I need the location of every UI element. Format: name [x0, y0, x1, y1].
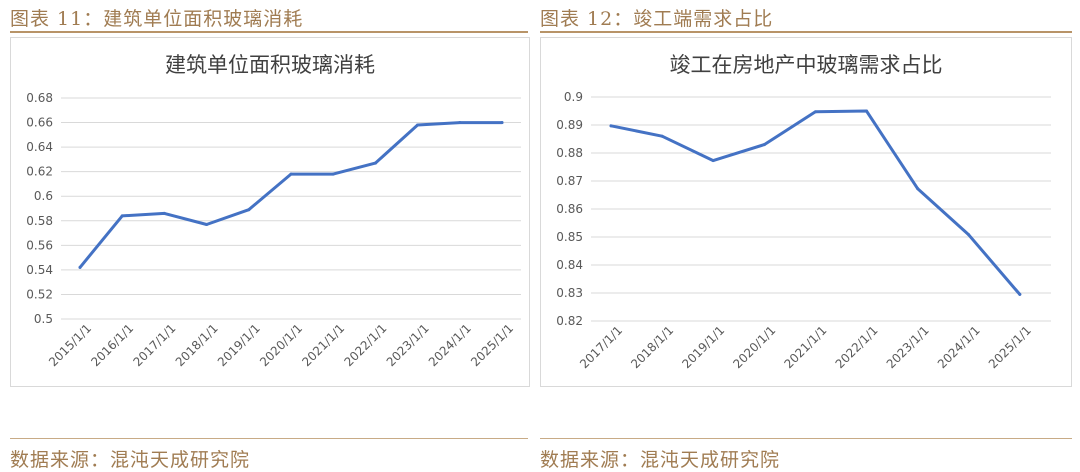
chart-right: 竣工在房地产中玻璃需求占比 0.82 0.83 0.84 0.85 0.86 0.87 0.8…: [540, 37, 1072, 387]
source-rule-right: [540, 438, 1072, 439]
data-point: [813, 110, 817, 114]
data-point: [865, 109, 868, 113]
data-point: [609, 124, 613, 128]
x-tick-label: 2019/1/1: [679, 323, 727, 371]
x-tick-label: 2024/1/1: [935, 323, 983, 371]
x-tick-label: 2017/1/1: [577, 323, 625, 371]
y-tick-label: 0.86: [556, 202, 583, 216]
data-point: [162, 211, 166, 215]
y-tick-label: 0.54: [26, 263, 53, 277]
data-point: [205, 222, 209, 226]
y-tick-label: 0.64: [26, 140, 53, 154]
caption-rule-left: [10, 31, 528, 33]
x-tick-label: 2022/1/1: [833, 323, 881, 371]
chart-left: 建筑单位面积玻璃消耗 0.5 0.52 0.54 0.56 0.58 0.6 0.62 0.64…: [10, 37, 530, 387]
x-tick-label: 2020/1/1: [730, 323, 778, 371]
x-tick-label: 2019/1/1: [215, 321, 263, 369]
y-tick-label: 0.82: [556, 314, 583, 328]
x-tick-label: 2020/1/1: [257, 321, 305, 369]
data-point: [500, 121, 504, 125]
series-line: [609, 109, 1022, 296]
data-point: [247, 208, 251, 212]
data-point: [660, 134, 664, 138]
data-point: [458, 121, 462, 125]
data-point: [967, 233, 971, 237]
x-tick-label: 2018/1/1: [628, 323, 676, 371]
x-tick-label: 2021/1/1: [782, 323, 830, 371]
data-point: [711, 159, 715, 163]
y-tick-label: 0.62: [26, 165, 53, 179]
data-point: [1018, 292, 1022, 296]
x-tick-label: 2022/1/1: [342, 321, 390, 369]
y-tick-label: 0.87: [556, 174, 583, 188]
y-tick-label: 0.58: [26, 214, 53, 228]
y-tick-label: 0.5: [34, 312, 53, 326]
data-point: [289, 172, 293, 176]
y-tick-label: 0.85: [556, 230, 583, 244]
x-tick-label: 2025/1/1: [468, 321, 516, 369]
y-tick-label: 0.83: [556, 286, 583, 300]
y-tick-label: 0.66: [26, 116, 53, 130]
x-tick-label: 2015/1/1: [46, 321, 94, 369]
x-tick-label: 2021/1/1: [299, 321, 347, 369]
x-tick-label: 2018/1/1: [173, 321, 221, 369]
data-point: [373, 161, 377, 165]
figure-caption-right: 图表 12：竣工端需求占比: [540, 8, 774, 30]
data-point: [916, 187, 920, 191]
data-point: [120, 214, 124, 218]
y-tick-label: 0.68: [26, 91, 53, 105]
x-tick-label: 2023/1/1: [384, 321, 432, 369]
data-point: [762, 143, 766, 147]
data-source-right: 数据来源：混沌天成研究院: [540, 449, 781, 471]
y-tick-label: 0.52: [26, 287, 53, 301]
data-source-left: 数据来源：混沌天成研究院: [10, 449, 251, 471]
y-tick-label: 0.88: [556, 146, 583, 160]
y-tick-label: 0.56: [26, 238, 53, 252]
y-tick-label: 0.89: [556, 118, 583, 132]
data-point: [78, 265, 82, 269]
source-rule-left: [10, 438, 528, 439]
x-tick-label: 2023/1/1: [884, 323, 932, 371]
data-point: [416, 123, 420, 127]
x-tick-label: 2025/1/1: [986, 323, 1034, 371]
y-tick-label: 0.6: [34, 189, 53, 203]
data-point: [331, 172, 335, 176]
y-tick-label: 0.84: [556, 258, 583, 272]
x-tick-label: 2016/1/1: [88, 321, 136, 369]
chart-title: 建筑单位面积玻璃消耗: [165, 53, 375, 77]
y-tick-label: 0.9: [564, 90, 583, 104]
chart-left-svg: 建筑单位面积玻璃消耗 0.5 0.52 0.54 0.56 0.58 0.6 0.62 0.64…: [26, 53, 521, 369]
figure-caption-left: 图表 11：建筑单位面积玻璃消耗: [10, 8, 304, 30]
caption-rule-right: [540, 31, 1072, 33]
x-tick-label: 2024/1/1: [426, 321, 474, 369]
x-tick-label: 2017/1/1: [131, 321, 179, 369]
chart-title: 竣工在房地产中玻璃需求占比: [670, 53, 943, 77]
chart-right-svg: 竣工在房地产中玻璃需求占比 0.82 0.83 0.84 0.85 0.86 0.87 0.8…: [556, 53, 1051, 371]
